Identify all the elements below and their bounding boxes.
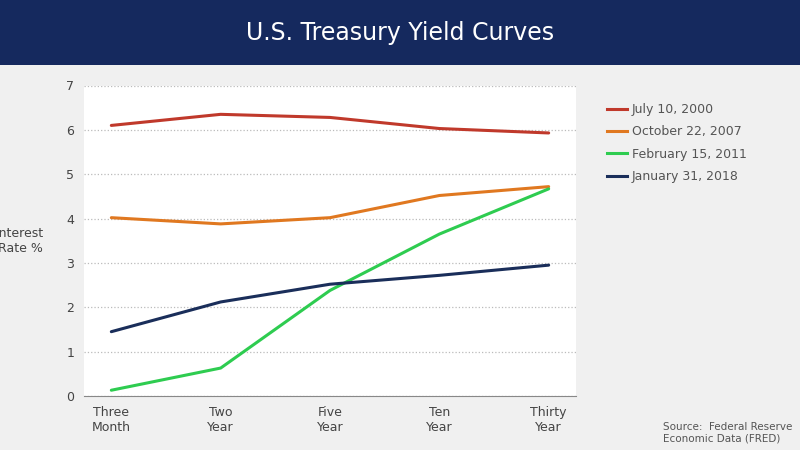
Text: Interest
Rate %: Interest Rate % <box>0 227 44 255</box>
Text: Source:  Federal Reserve
Economic Data (FRED): Source: Federal Reserve Economic Data (F… <box>662 422 792 443</box>
Text: U.S. Treasury Yield Curves: U.S. Treasury Yield Curves <box>246 21 554 45</box>
Legend: July 10, 2000, October 22, 2007, February 15, 2011, January 31, 2018: July 10, 2000, October 22, 2007, Februar… <box>602 98 752 188</box>
